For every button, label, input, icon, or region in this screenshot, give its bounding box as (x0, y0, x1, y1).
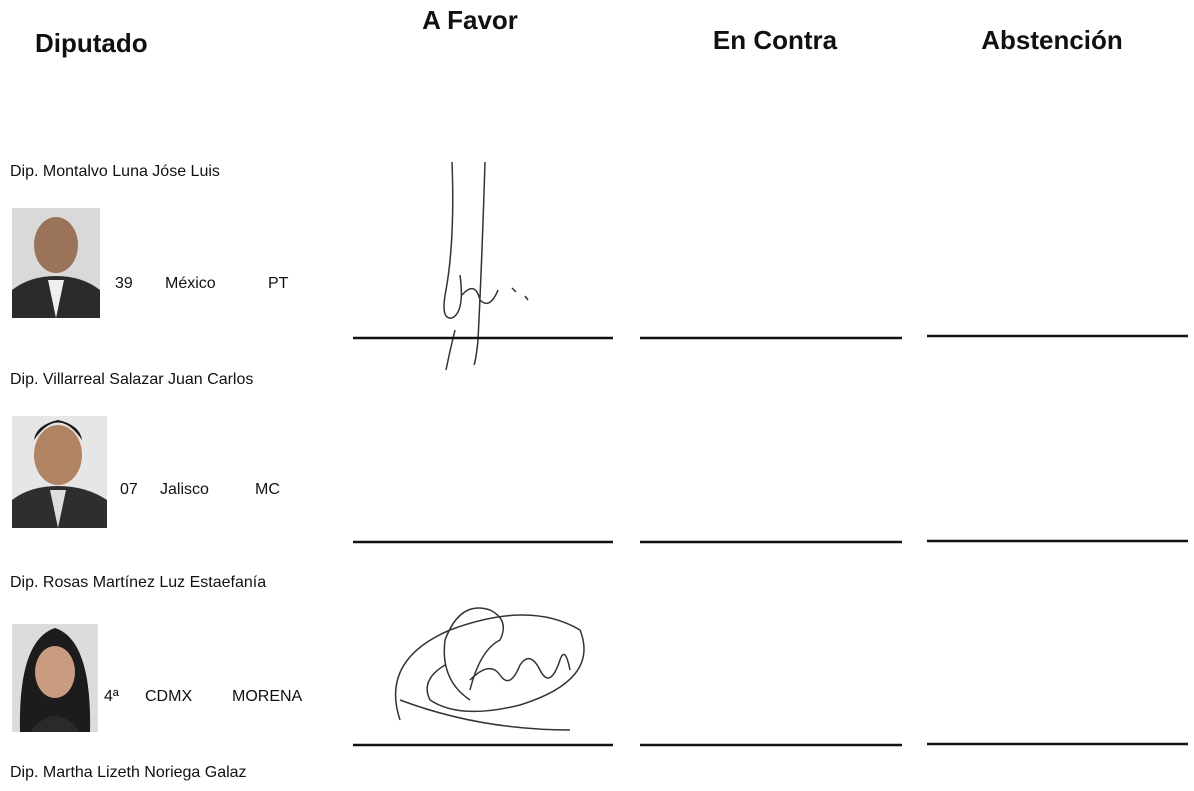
party: MORENA (232, 688, 303, 705)
photo (12, 624, 98, 732)
state: Jalisco (160, 481, 209, 498)
district: 07 (120, 481, 138, 498)
district: 39 (115, 275, 133, 292)
signature (443, 161, 529, 371)
header-cell: Abstención (981, 25, 1123, 55)
party: PT (268, 275, 289, 292)
photo (12, 416, 107, 528)
deputy-name: Dip. Villarreal Salazar Juan Carlos (10, 371, 253, 388)
deputy-name: Dip. Montalvo Luna Jóse Luis (10, 163, 220, 180)
photo (12, 208, 100, 318)
state: México (165, 275, 216, 292)
header-cell: En Contra (713, 25, 838, 55)
party: MC (255, 481, 280, 498)
deputy-name: Dip. Rosas Martínez Luz Estaefanía (10, 574, 266, 591)
state: CDMX (145, 688, 192, 705)
signature (394, 607, 585, 731)
deputy-name: Dip. Martha Lizeth Noriega Galaz (10, 764, 247, 781)
header-cell: Diputado (35, 28, 148, 58)
district: 4ª (104, 688, 119, 705)
header-cell: A Favor (422, 5, 518, 35)
